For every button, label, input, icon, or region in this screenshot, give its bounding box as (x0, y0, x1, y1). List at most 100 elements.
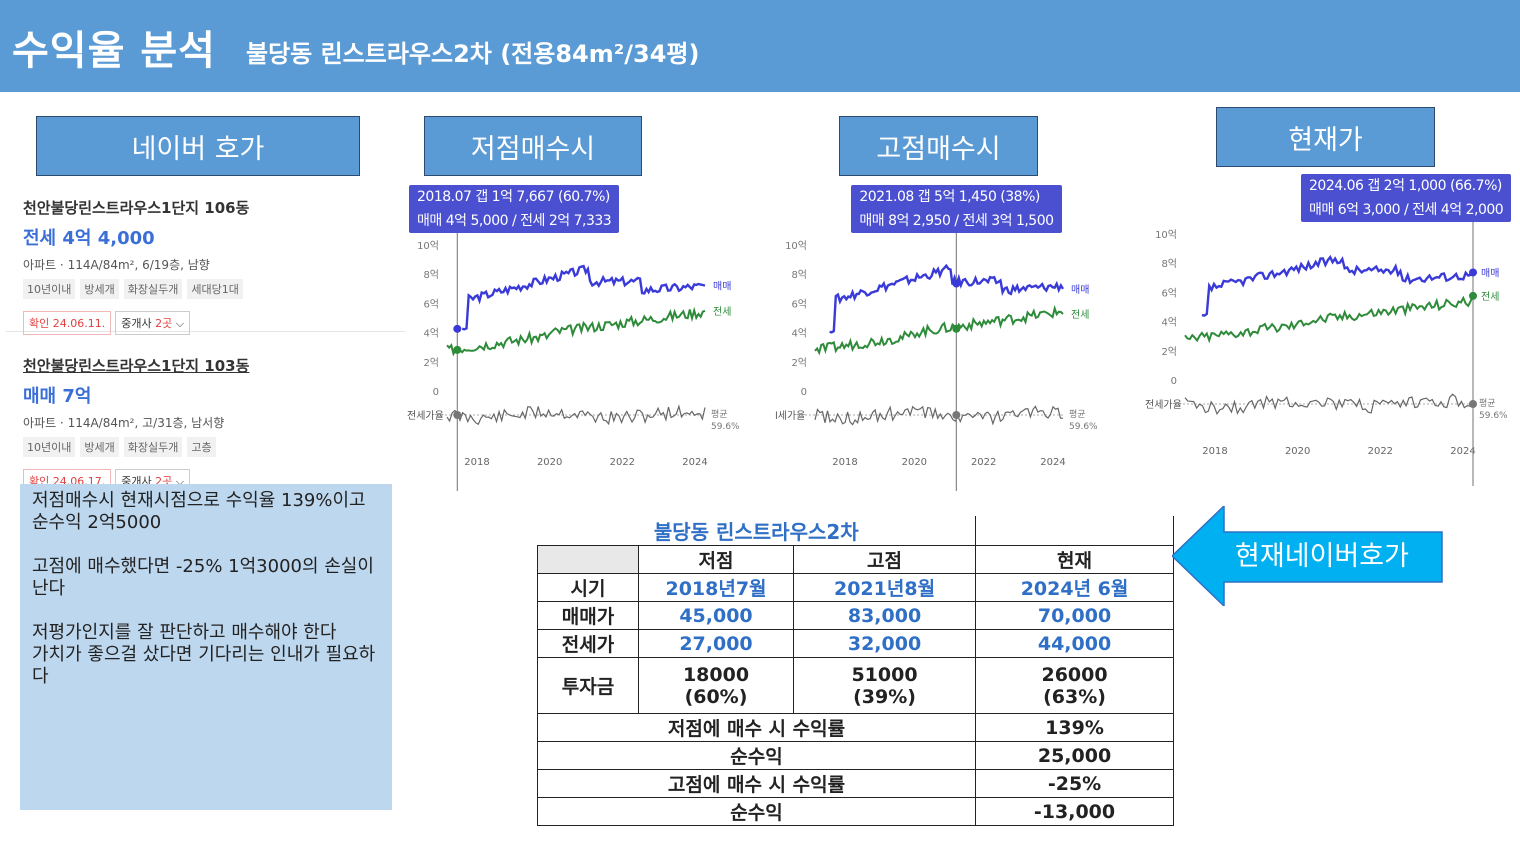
summary-label: 순수익 (536, 797, 977, 826)
average-value: 59.6% (1479, 411, 1508, 421)
table-cell: 32,000 (792, 629, 977, 658)
y-tick-label: 8억 (1161, 258, 1177, 270)
invest-amount: 26000 (1041, 663, 1108, 686)
note-line: 고점에 매수했다면 -25% 1억3000의 손실이 난다 (32, 556, 374, 599)
tooltip-prices: 매매 6억 3,000 / 전세 4억 2,000 (1309, 202, 1504, 218)
y-tick-label: 6억 (1161, 287, 1177, 299)
average-value: 59.6% (1069, 422, 1098, 432)
listing-card[interactable]: 천안불당린스트라우스1단지 103동 매매 7억 아파트 · 114A/84m²… (6, 340, 408, 493)
section-high-label: 고점매수시 (839, 116, 1038, 176)
y-tick-label: 10억 (785, 240, 807, 252)
price-chart-current: 10억 8억 6억 4억 2억 0 매매 전세 전세가율 평균 59.6% 2018 2020 2022 2… (1143, 172, 1513, 490)
ratio-series-line (446, 404, 706, 426)
invest-percent: (63%) (1043, 685, 1106, 708)
tooltip-prices: 매매 8억 2,950 / 전세 3억 1,500 (859, 213, 1054, 229)
table-col-header: 현재 (975, 545, 1175, 574)
table-cell: 2021년8월 (792, 573, 977, 602)
average-value: 59.6% (711, 422, 740, 432)
agent-count: 2곳 (155, 317, 173, 330)
ratio-label: 전세가율 (407, 410, 444, 422)
listing-tag: 세대당1대 (187, 279, 243, 299)
y-tick-label: 6억 (791, 298, 807, 310)
y-tick-label: 2억 (791, 357, 807, 369)
y-tick-label: 10억 (417, 240, 439, 252)
jeonse-marker-dot (1469, 291, 1477, 300)
table-corner (537, 545, 639, 574)
average-label: 평균 (1069, 409, 1086, 420)
listing-name[interactable]: 천안불당린스트라우스1단지 103동 (23, 357, 250, 375)
listing-tag: 고층 (187, 437, 216, 457)
listing-info: 아파트 · 114A/84m², 고/31층, 남서향 (23, 416, 225, 430)
listing-tag: 10년이내 (23, 279, 76, 299)
agent-dropdown[interactable]: 중개사 2곳 ⌵ (115, 311, 191, 335)
listing-tag: 방세개 (80, 437, 119, 457)
note-spacer (32, 534, 380, 556)
tooltip-gap: 2024.06 갭 2억 1,000 (66.7%) (1309, 178, 1502, 194)
table-cell: 83,000 (792, 601, 977, 630)
table-cell: 2018년7월 (638, 573, 794, 602)
y-tick-label: 6억 (423, 298, 439, 310)
x-tick-label: 2022 (610, 457, 635, 468)
table-cell: 70,000 (975, 601, 1175, 630)
chart-tooltip: 2024.06 갭 2억 1,000 (66.7%) 매매 6억 3,000 / … (1301, 174, 1512, 222)
summary-value: 139% (975, 713, 1175, 742)
jeonse-legend-label: 전세 (713, 306, 731, 318)
jeonse-marker-dot (952, 324, 961, 333)
listing-tags: 10년이내 방세개 화장실두개 세대당1대 (23, 279, 408, 299)
chart-tooltip: 2021.08 갭 5억 1,450 (38%) 매매 8억 2,950 / 전세… (851, 185, 1062, 233)
x-tick-label: 2022 (1368, 446, 1393, 457)
invest-percent: (39%) (853, 685, 916, 708)
chart-tooltip: 2018.07 갭 1억 7,667 (60.7%) 매매 4억 5,000 / … (409, 185, 620, 233)
table-cell: 44,000 (975, 629, 1175, 658)
table-cell: 2024년 6월 (975, 573, 1175, 602)
x-tick-label: 2024 (1450, 446, 1475, 457)
summary-label: 저점에 매수 시 수익률 (536, 713, 977, 742)
summary-label: 고점에 매수 시 수익률 (536, 769, 977, 798)
listing-info: 아파트 · 114A/84m², 6/19층, 남향 (23, 258, 210, 272)
listing-tag: 화장실두개 (123, 437, 183, 457)
x-tick-label: 2024 (682, 457, 707, 468)
listing-card[interactable]: 천안불당린스트라우스1단지 106동 전세 4억 4,000 아파트 · 114… (6, 182, 408, 335)
sale-marker-dot (1469, 268, 1477, 277)
table-col-header: 고점 (792, 545, 977, 574)
invest-amount: 51000 (851, 663, 918, 686)
table-title-cell (975, 516, 1175, 546)
y-tick-label: 4억 (1161, 317, 1177, 329)
arrow-shape (1172, 506, 1443, 606)
jeonse-series-line (814, 304, 1064, 356)
x-tick-label: 2020 (902, 457, 927, 468)
listing-price: 전세 4억 4,000 (23, 228, 155, 249)
ratio-marker-dot (453, 411, 462, 419)
jeonse-series-line (446, 306, 706, 357)
sale-series-line (829, 263, 1065, 334)
table-cell: 45,000 (638, 601, 794, 630)
ratio-series-line (814, 405, 1064, 426)
note-spacer (32, 600, 380, 622)
summary-value: -13,000 (975, 797, 1175, 826)
x-tick-label: 2020 (1285, 446, 1310, 457)
listing-tag: 10년이내 (23, 437, 76, 457)
listing-tags: 10년이내 방세개 화장실두개 고층 (23, 437, 408, 457)
table-cell: 27,000 (638, 629, 794, 658)
summary-label: 순수익 (536, 741, 977, 770)
table-invest-cell: 26000 (63%) (975, 657, 1175, 714)
table-col-header: 저점 (638, 545, 794, 574)
table-row-label: 투자금 (537, 657, 639, 714)
tooltip-gap: 2021.08 갭 5억 1,450 (38%) (859, 189, 1040, 205)
invest-amount: 18000 (682, 663, 750, 686)
price-chart-high: 10억 8억 6억 4억 2억 0 매매 전세 l세가율 평균 59.6% 2018 2020 2022 2… (773, 183, 1103, 495)
listing-name: 천안불당린스트라우스1단지 106동 (23, 199, 250, 217)
y-tick-label: 4억 (423, 328, 439, 340)
table-title: 불당동 린스트라우스2차 (537, 516, 977, 546)
x-tick-label: 2018 (1202, 446, 1227, 457)
y-tick-label: 4억 (791, 328, 807, 340)
y-tick-label: 0 (433, 387, 439, 398)
ratio-marker-dot (952, 411, 961, 419)
ratio-label: l세가율 (775, 410, 805, 422)
section-current-label: 현재가 (1216, 107, 1435, 167)
tooltip-prices: 매매 4억 5,000 / 전세 2억 7,333 (417, 213, 612, 229)
average-label: 평균 (1479, 398, 1496, 409)
x-tick-label: 2024 (1040, 457, 1065, 468)
